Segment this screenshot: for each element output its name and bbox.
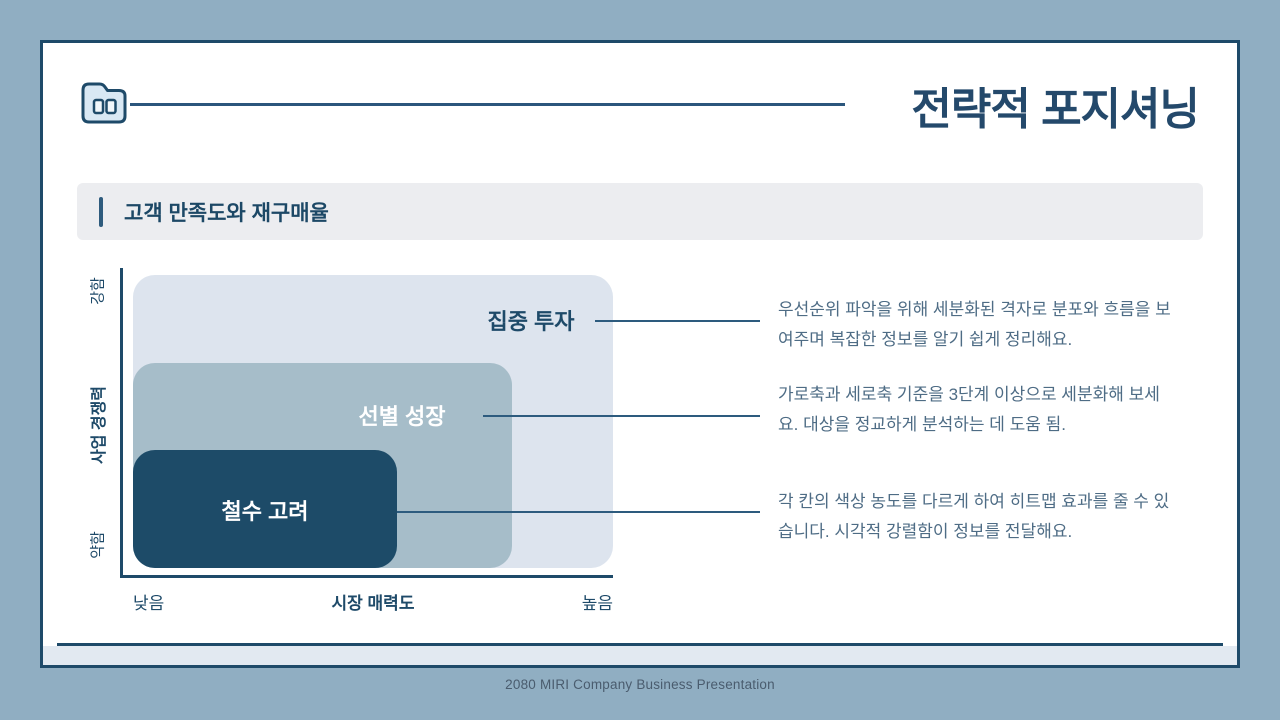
- layer-label-selective-growth: 선별 성장: [358, 404, 446, 429]
- annotation-text-3: 각 칸의 색상 농도를 다르게 하여 히트맵 효과를 줄 수 있습니다. 시각적…: [778, 492, 1170, 541]
- section-header: 고객 만족도와 재구매율: [77, 183, 1203, 240]
- section-accent-bar: [99, 196, 103, 227]
- y-tick-strong: 강함: [89, 277, 107, 305]
- x-axis-title: 시장 매력도: [331, 594, 415, 613]
- page-title: 전략적 포지셔닝: [911, 85, 1200, 134]
- folder-icon: [81, 82, 127, 124]
- y-axis-line: [120, 268, 123, 578]
- connector-line-focus-invest: [595, 320, 760, 322]
- y-tick-weak: 약함: [89, 531, 107, 559]
- slide-card: 전략적 포지셔닝 고객 만족도와 재구매율 집중 투자 선별 성장 철수 고려 …: [40, 40, 1240, 668]
- x-axis-line: [120, 575, 613, 578]
- presentation-footer: 2080 MIRI Company Business Presentation: [505, 677, 775, 692]
- x-tick-low: 낮음: [133, 594, 165, 613]
- x-tick-high: 높음: [581, 594, 613, 613]
- layer-label-withdraw: 철수 고려: [221, 499, 309, 524]
- annotation-text-1: 우선순위 파악을 위해 세분화된 격자로 분포와 흐름을 보여주며 복잡한 정보…: [778, 300, 1171, 349]
- annotation-text-2: 가로축과 세로축 기준을 3단계 이상으로 세분화해 보세요. 대상을 정교하게…: [778, 385, 1160, 434]
- card-footer-strip: [43, 646, 1237, 665]
- section-title: 고객 만족도와 재구매율: [124, 201, 329, 225]
- layer-label-focus-invest: 집중 투자: [487, 309, 575, 334]
- y-axis-title: 사업 경쟁력: [91, 385, 108, 465]
- card-footer-line: [57, 643, 1223, 646]
- matrix-layer-withdraw: [133, 450, 397, 568]
- connector-line-selective-growth: [483, 415, 760, 417]
- connector-line-withdraw: [397, 511, 760, 513]
- header-divider-line: [130, 103, 845, 106]
- x-axis-labels: 낮음 시장 매력도 높음: [133, 589, 613, 614]
